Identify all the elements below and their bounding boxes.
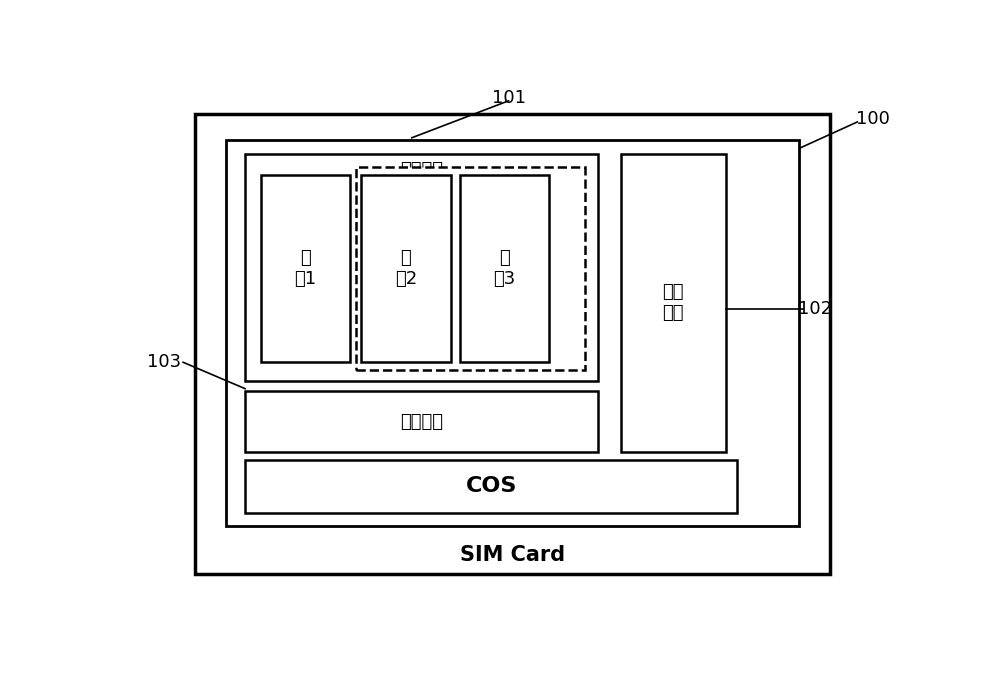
Bar	[356, 167, 585, 370]
Bar	[245, 154, 598, 381]
Text: 101: 101	[492, 89, 526, 107]
Text: 应
用1: 应 用1	[294, 249, 316, 288]
Bar	[245, 460, 737, 513]
Text: SIM Card: SIM Card	[460, 545, 565, 565]
Text: 管理模块: 管理模块	[400, 413, 443, 431]
Text: 收发
模块: 收发 模块	[663, 283, 684, 322]
Text: 103: 103	[147, 353, 181, 371]
Text: 应
用2: 应 用2	[395, 249, 417, 288]
Bar	[621, 154, 726, 452]
Text: 应
用3: 应 用3	[493, 249, 515, 288]
Text: 100: 100	[856, 110, 890, 128]
Bar	[361, 175, 450, 362]
Text: COS: COS	[466, 476, 517, 497]
Bar	[261, 175, 350, 362]
Bar	[460, 175, 549, 362]
Bar	[245, 391, 598, 452]
Bar	[226, 141, 799, 526]
Bar	[195, 114, 830, 573]
Text: 应用模块: 应用模块	[400, 161, 443, 178]
Text: 102: 102	[798, 300, 832, 318]
